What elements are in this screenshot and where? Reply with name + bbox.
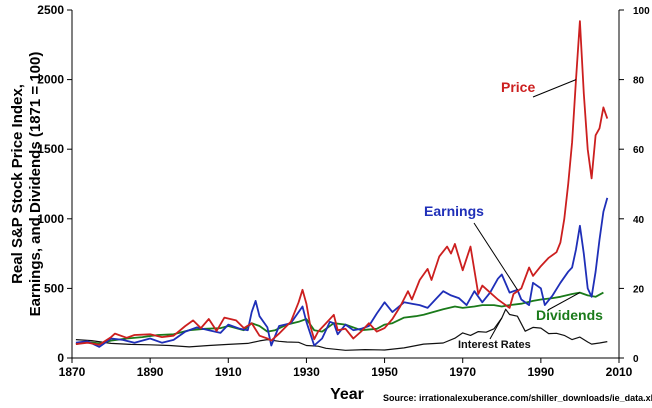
series-line-earnings	[75, 197, 609, 348]
y-axis-title-line: Earnings, and Dividends (1871 = 100)	[27, 52, 44, 317]
left-tick-label: 500	[44, 281, 64, 295]
x-tick-label: 1930	[293, 365, 320, 379]
x-tick-label: 1890	[137, 365, 164, 379]
x-tick-label: 1970	[449, 365, 476, 379]
annotation-leader-earnings	[473, 222, 518, 291]
series-line-interest-rates	[75, 308, 608, 351]
left-tick-label: 1500	[37, 142, 64, 156]
annotation-price: Price	[501, 79, 535, 95]
annotation-dividends: Dividends	[536, 307, 603, 323]
axes	[71, 10, 620, 359]
right-tick-labels: 0 20 40 60 80 100	[619, 6, 650, 365]
series-line-price	[75, 20, 609, 346]
annotation-layer: Price Earnings Dividends Interest Rates	[424, 79, 603, 351]
x-tick-labels: 1870 1890 1910 1930 1950 1970 1990 2010	[59, 358, 633, 379]
x-tick-label: 1910	[215, 365, 242, 379]
x-tick-label: 2010	[606, 365, 633, 379]
right-tick-label: 20	[633, 284, 645, 295]
x-tick-label: 1950	[371, 365, 398, 379]
x-tick-label: 1870	[59, 365, 86, 379]
annotation-leader-interest-rates	[489, 317, 503, 340]
right-tick-label: 40	[633, 215, 645, 226]
left-tick-label: 0	[57, 351, 64, 365]
annotation-earnings: Earnings	[424, 203, 484, 219]
annotation-leader-dividends	[547, 292, 581, 311]
y-axis-title-line: Real S&P Stock Price Index,	[9, 84, 26, 284]
left-tick-labels: 0 500 1000 1500 2000 2500	[37, 3, 72, 365]
annotation-leader-price	[532, 79, 577, 98]
left-tick-label: 2000	[37, 73, 64, 87]
x-tick-label: 1990	[528, 365, 555, 379]
right-tick-label: 60	[633, 145, 645, 156]
series-layer	[75, 20, 609, 351]
x-axis-title: Year	[330, 386, 364, 403]
right-tick-label: 0	[633, 354, 639, 365]
y-axis-title-group: Real S&P Stock Price Index, Earnings, and…	[9, 52, 44, 317]
left-tick-label: 1000	[37, 212, 64, 226]
right-tick-label: 80	[633, 76, 645, 87]
source-note: Source: irrationalexuberance.com/shiller…	[383, 393, 652, 403]
left-tick-label: 2500	[37, 3, 64, 17]
right-tick-label: 100	[633, 6, 650, 17]
annotation-interest-rates: Interest Rates	[458, 339, 531, 351]
